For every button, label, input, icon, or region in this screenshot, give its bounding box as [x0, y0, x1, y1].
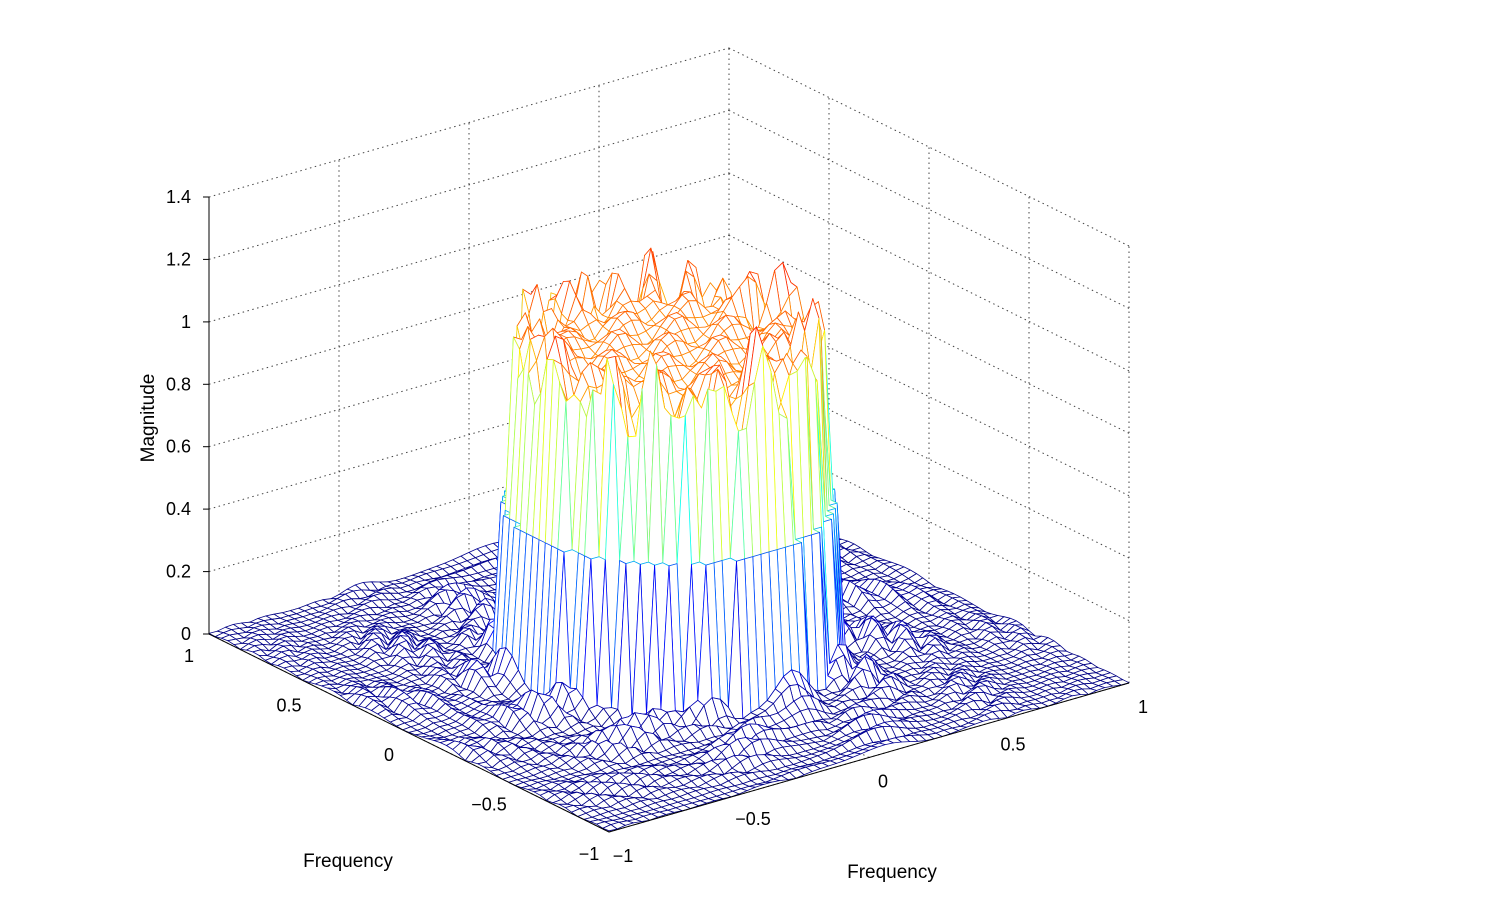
back-wall-grid-line	[208, 172, 730, 323]
y-tick-label: 1	[184, 646, 194, 666]
z-tick-label: 0	[181, 624, 191, 644]
z-tick-label: 1	[181, 312, 191, 332]
z-tick-label: 0.4	[166, 499, 191, 519]
side-wall-grid-line	[728, 47, 1130, 247]
z-axis-label: Magnitude	[138, 374, 159, 463]
z-tick-label: 1.4	[166, 187, 191, 207]
x-axis-label: Frequency	[847, 862, 937, 883]
z-tick-label: 1.2	[166, 249, 191, 269]
back-wall-grid-line	[208, 234, 730, 385]
back-wall-grid-line	[208, 109, 730, 260]
back-wall-grid-line	[208, 47, 730, 198]
y-axis-label: Frequency	[303, 851, 393, 872]
z-tick-label: 0.6	[166, 437, 191, 457]
z-tick-label: 0.2	[166, 562, 191, 582]
x-tick-label: −0.5	[735, 809, 771, 829]
x-tick-label: 0.5	[1000, 734, 1025, 754]
mesh-surface	[208, 247, 1130, 832]
x-tick-label: 1	[1138, 697, 1148, 717]
y-tick-label: −1	[579, 844, 600, 864]
z-tick-label: 0.8	[166, 374, 191, 394]
y-tick-label: −0.5	[471, 795, 507, 815]
y-tick-label: 0.5	[276, 696, 301, 716]
x-tick-label: 0	[878, 772, 888, 792]
y-tick-label: 0	[384, 745, 394, 765]
x-tick-label: −1	[613, 846, 634, 866]
